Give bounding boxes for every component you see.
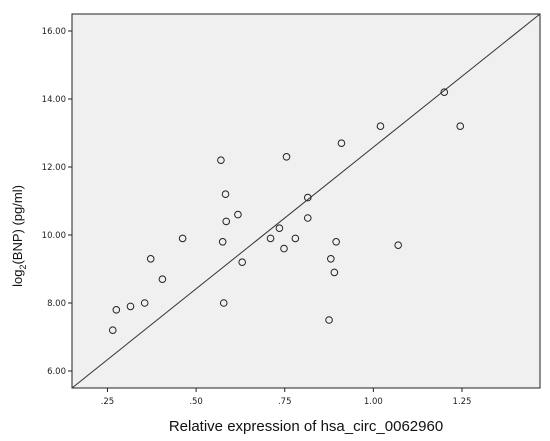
- y-tick-label: 12.00: [42, 163, 66, 173]
- data-point: [456, 122, 465, 130]
- y-axis-ticks: 6.00 8.00 10.00 12.00 14.00 16.00: [42, 27, 72, 377]
- data-point: [394, 241, 402, 249]
- y-axis-label-rest: (BNP) (pg/ml): [10, 185, 25, 264]
- y-tick-label: 6.00: [47, 367, 66, 377]
- y-tick-label: 16.00: [42, 27, 66, 37]
- y-axis-label-subscript: 2: [18, 265, 28, 270]
- data-point: [178, 234, 187, 243]
- fit-line: [71, 13, 541, 389]
- y-tick-label: 10.00: [42, 231, 66, 241]
- data-point: [325, 316, 333, 324]
- data-point: [280, 244, 288, 253]
- data-point: [376, 122, 385, 130]
- data-point: [440, 88, 449, 96]
- x-axis-label: Relative expression of hsa_circ_0062960: [169, 418, 443, 435]
- data-point: [108, 326, 117, 335]
- x-tick-label: 1.25: [453, 397, 472, 407]
- data-point: [337, 139, 346, 147]
- data-point: [330, 268, 339, 277]
- data-point: [282, 153, 291, 161]
- x-tick-label: .25: [101, 397, 115, 407]
- y-axis-label: log2(BNP) (pg/ml): [10, 185, 28, 287]
- data-point: [303, 214, 312, 222]
- data-point: [234, 210, 242, 219]
- data-point: [126, 302, 135, 311]
- data-point: [238, 258, 246, 267]
- data-point: [158, 275, 167, 284]
- y-tick-label: 8.00: [47, 299, 66, 309]
- data-points: [108, 88, 465, 335]
- y-tick-label: 14.00: [42, 95, 66, 105]
- y-axis-label-main: log: [10, 270, 25, 287]
- x-tick-label: .75: [278, 397, 292, 407]
- data-point: [291, 234, 300, 243]
- data-point: [266, 234, 275, 243]
- data-point: [222, 217, 231, 226]
- data-point: [112, 306, 121, 314]
- data-point: [327, 254, 335, 263]
- data-point: [140, 299, 149, 307]
- x-tick-label: .50: [189, 397, 203, 407]
- data-point: [218, 238, 227, 246]
- x-tick-label: 1.00: [364, 397, 383, 407]
- data-point: [332, 238, 340, 246]
- data-point: [146, 254, 155, 263]
- x-axis-ticks: .25 .50 .75 1.00 1.25: [101, 388, 472, 407]
- data-point: [275, 224, 284, 232]
- data-point: [303, 193, 312, 202]
- data-point: [217, 156, 225, 164]
- data-point: [219, 299, 228, 307]
- data-point: [221, 190, 230, 198]
